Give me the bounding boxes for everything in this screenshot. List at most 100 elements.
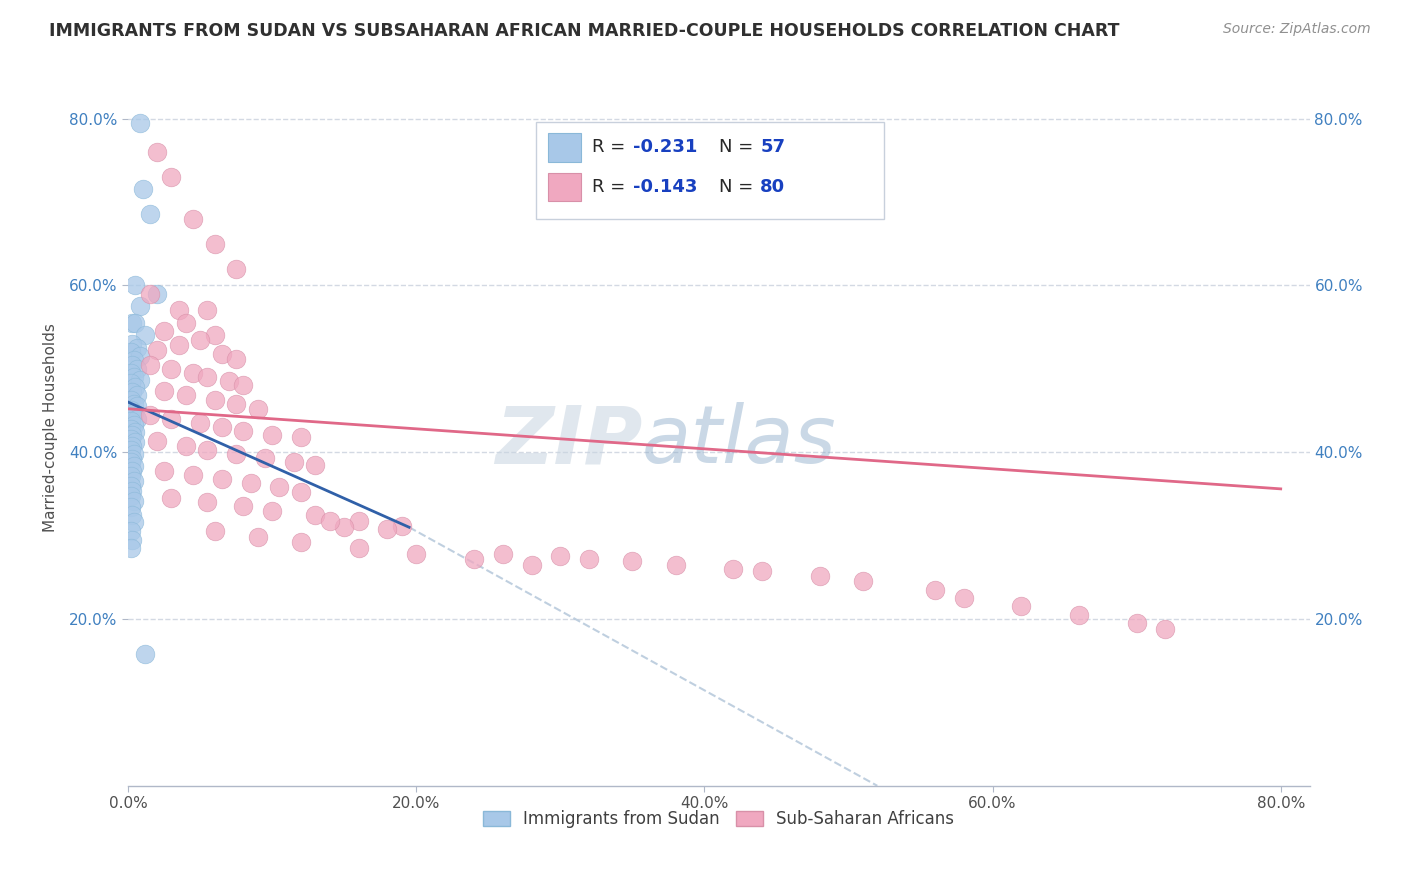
Point [204,236,226,251]
Point [1154,622,1177,636]
Point [290,485,312,500]
Text: ZIP: ZIP [495,402,643,481]
Point [128,373,150,387]
Point [1125,616,1147,631]
Point [120,468,142,483]
FancyBboxPatch shape [536,122,884,219]
Point [246,401,269,416]
Point [124,316,146,330]
Text: -0.143: -0.143 [633,178,697,196]
Point [262,503,284,517]
Point [146,343,169,358]
Point [246,530,269,544]
Point [197,370,219,384]
Point [924,582,946,597]
Legend: Immigrants from Sudan, Sub-Saharan Africans: Immigrants from Sudan, Sub-Saharan Afric… [477,804,962,835]
Point [146,286,169,301]
Point [225,351,247,366]
Point [120,403,142,417]
Point [174,438,197,452]
Point [122,406,145,420]
Point [723,562,745,576]
Point [122,353,145,368]
Point [120,376,142,390]
Point [952,591,974,606]
Point [304,508,326,522]
Text: R =: R = [592,138,631,156]
Text: -0.231: -0.231 [633,138,697,156]
Point [204,328,226,343]
Text: Source: ZipAtlas.com: Source: ZipAtlas.com [1223,22,1371,37]
Point [139,358,162,372]
Point [405,547,427,561]
Point [122,397,145,411]
Point [120,366,142,380]
Point [197,303,219,318]
Point [146,434,169,449]
Point [121,438,143,452]
Point [153,384,176,399]
Point [621,553,644,567]
Point [174,316,197,330]
Point [665,558,688,572]
Point [125,388,148,402]
Point [225,447,247,461]
Text: atlas: atlas [643,402,837,481]
Point [120,393,142,408]
Point [211,472,233,486]
Point [124,380,146,394]
Point [124,278,146,293]
Text: N =: N = [718,138,759,156]
Point [120,455,142,469]
Point [125,361,148,376]
Point [160,361,183,376]
Point [808,568,831,582]
Point [121,533,143,547]
Point [121,385,143,400]
Point [391,518,413,533]
Point [122,474,145,488]
Text: R =: R = [592,178,631,196]
Point [153,463,176,477]
Point [197,495,219,509]
Point [578,552,600,566]
Point [751,564,773,578]
Point [290,430,312,444]
Point [125,412,148,426]
Point [125,399,148,413]
Point [232,500,254,514]
Point [290,535,312,549]
Point [120,414,142,428]
Point [211,420,233,434]
Point [269,480,291,494]
Point [134,328,156,343]
Point [120,489,142,503]
Point [121,463,143,477]
Point [283,455,305,469]
Point [122,447,145,461]
Text: IMMIGRANTS FROM SUDAN VS SUBSAHARAN AFRICAN MARRIED-COUPLE HOUSEHOLDS CORRELATIO: IMMIGRANTS FROM SUDAN VS SUBSAHARAN AFRI… [49,22,1119,40]
FancyBboxPatch shape [547,133,581,161]
Point [347,514,370,528]
Point [160,491,183,505]
Point [120,432,142,446]
Point [120,541,142,555]
Point [492,547,515,561]
Point [239,476,262,491]
Point [181,467,204,482]
Y-axis label: Married-couple Households: Married-couple Households [44,323,58,532]
Point [128,299,150,313]
Point [188,333,211,347]
Point [139,207,162,221]
Point [225,397,247,411]
Point [122,515,145,529]
Point [120,345,142,359]
Point [333,520,356,534]
Point [122,370,145,384]
Point [125,341,148,355]
Point [121,451,143,466]
Point [520,558,543,572]
Point [550,549,572,564]
Point [253,450,276,465]
Point [463,552,485,566]
